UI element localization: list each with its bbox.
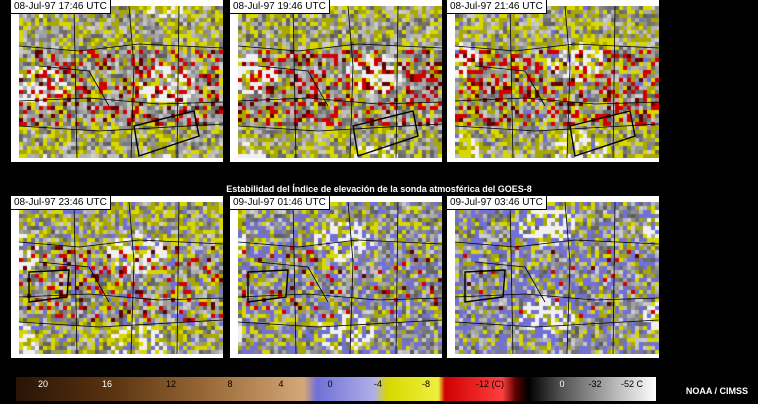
state-border-line <box>455 43 659 52</box>
state-borders <box>238 6 442 158</box>
state-border-line <box>38 261 110 303</box>
color-scale-gradient <box>16 377 656 401</box>
satellite-image <box>238 202 442 354</box>
state-border-line <box>73 6 78 158</box>
state-border-line <box>238 123 442 132</box>
state-border-line <box>395 202 399 354</box>
state-borders <box>455 202 659 354</box>
state-border-line <box>455 123 659 132</box>
timestamp-label: 09-Jul-97 03:46 UTC <box>447 196 547 210</box>
satellite-panel-4: 08-Jul-97 23:46 UTC <box>11 196 223 358</box>
watch-box-outline <box>464 269 506 303</box>
watch-box-outline <box>569 110 636 157</box>
scale-label: -12 (C) <box>475 379 505 389</box>
figure-caption: Estabilidad del Índice de elevación de l… <box>226 184 532 194</box>
scale-label: 0 <box>559 379 565 389</box>
watch-box-outline <box>352 110 419 157</box>
state-border-line <box>395 6 399 158</box>
scale-label: 12 <box>165 379 177 389</box>
watch-box-outline <box>28 269 70 303</box>
state-border-line <box>19 319 223 328</box>
credit-text: NOAA / CIMSS <box>685 386 748 396</box>
state-border-line <box>509 202 514 354</box>
state-border-line <box>176 6 180 158</box>
state-border-line <box>564 6 571 158</box>
color-scale-bar: 20 16 12 8 4 0 -4 -8 -12 (C) 0 -32 -52 C <box>16 377 656 401</box>
state-border-line <box>238 293 442 301</box>
scale-label: 0 <box>327 379 333 389</box>
state-border-line <box>19 123 223 132</box>
state-border-line <box>19 293 223 301</box>
state-border-line <box>455 293 659 301</box>
state-border-line <box>38 65 110 107</box>
satellite-image <box>455 6 659 158</box>
state-border-line <box>19 97 223 105</box>
state-border-line <box>509 6 514 158</box>
watch-box-outline <box>247 269 289 303</box>
state-border-line <box>474 261 546 303</box>
satellite-panel-3: 08-Jul-97 21:46 UTC <box>447 0 659 162</box>
satellite-panel-2: 08-Jul-97 19:46 UTC <box>230 0 442 162</box>
state-border-line <box>238 319 442 328</box>
state-border-line <box>19 239 223 248</box>
state-border-line <box>612 202 616 354</box>
scale-label: -52 C <box>620 379 644 389</box>
scale-label: -8 <box>421 379 431 389</box>
state-border-line <box>474 65 546 107</box>
watch-box-outline <box>133 110 200 157</box>
state-borders <box>238 202 442 354</box>
satellite-panel-5: 09-Jul-97 01:46 UTC <box>230 196 442 358</box>
timestamp-label: 09-Jul-97 01:46 UTC <box>230 196 330 210</box>
state-border-line <box>257 261 329 303</box>
scale-label: -4 <box>373 379 383 389</box>
state-border-line <box>612 6 616 158</box>
state-border-line <box>128 6 135 158</box>
state-borders <box>19 6 223 158</box>
state-borders <box>455 6 659 158</box>
state-border-line <box>455 319 659 328</box>
state-border-line <box>347 202 354 354</box>
timestamp-label: 08-Jul-97 21:46 UTC <box>447 0 547 14</box>
satellite-image <box>19 6 223 158</box>
state-border-line <box>73 202 78 354</box>
scale-label: 8 <box>227 379 233 389</box>
state-border-line <box>238 97 442 105</box>
state-border-line <box>455 97 659 105</box>
satellite-image <box>238 6 442 158</box>
scale-label: 4 <box>278 379 284 389</box>
satellite-panel-1: 08-Jul-97 17:46 UTC <box>11 0 223 162</box>
scale-label: 20 <box>37 379 49 389</box>
satellite-image <box>455 202 659 354</box>
state-border-line <box>455 239 659 248</box>
state-border-line <box>128 202 135 354</box>
state-border-line <box>347 6 354 158</box>
timestamp-label: 08-Jul-97 17:46 UTC <box>11 0 111 14</box>
state-border-line <box>257 65 329 107</box>
state-border-line <box>564 202 571 354</box>
state-border-line <box>238 43 442 52</box>
scale-label: 16 <box>101 379 113 389</box>
state-border-line <box>292 6 297 158</box>
satellite-panel-6: 09-Jul-97 03:46 UTC <box>447 196 659 358</box>
state-border-line <box>176 202 180 354</box>
timestamp-label: 08-Jul-97 19:46 UTC <box>230 0 330 14</box>
satellite-image <box>19 202 223 354</box>
state-border-line <box>292 202 297 354</box>
scale-label: -32 <box>588 379 602 389</box>
state-border-line <box>19 43 223 52</box>
state-borders <box>19 202 223 354</box>
state-border-line <box>238 239 442 248</box>
timestamp-label: 08-Jul-97 23:46 UTC <box>11 196 111 210</box>
